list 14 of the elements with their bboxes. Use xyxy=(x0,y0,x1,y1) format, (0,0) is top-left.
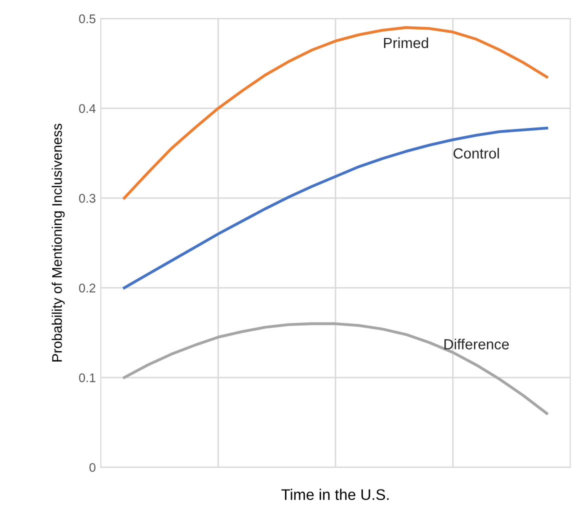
y-tick-label: 0.3 xyxy=(79,194,96,203)
y-tick-label: 0.4 xyxy=(79,104,96,113)
y-tick-label: 0.5 xyxy=(79,14,96,24)
series-label: Primed xyxy=(384,37,428,48)
y-tick-label: 0 xyxy=(89,463,96,472)
line-series xyxy=(122,322,548,415)
series-label: Control xyxy=(454,148,499,159)
line-series xyxy=(122,26,548,200)
y-tick-label: 0.1 xyxy=(79,373,96,382)
x-axis-title: Time in the U.S. xyxy=(281,488,389,500)
line-series xyxy=(122,126,548,290)
series-label: Difference xyxy=(444,338,509,350)
y-tick-label: 0.2 xyxy=(79,284,96,292)
y-axis-title: Probability of Mentioning Inclusiveness xyxy=(52,124,65,362)
